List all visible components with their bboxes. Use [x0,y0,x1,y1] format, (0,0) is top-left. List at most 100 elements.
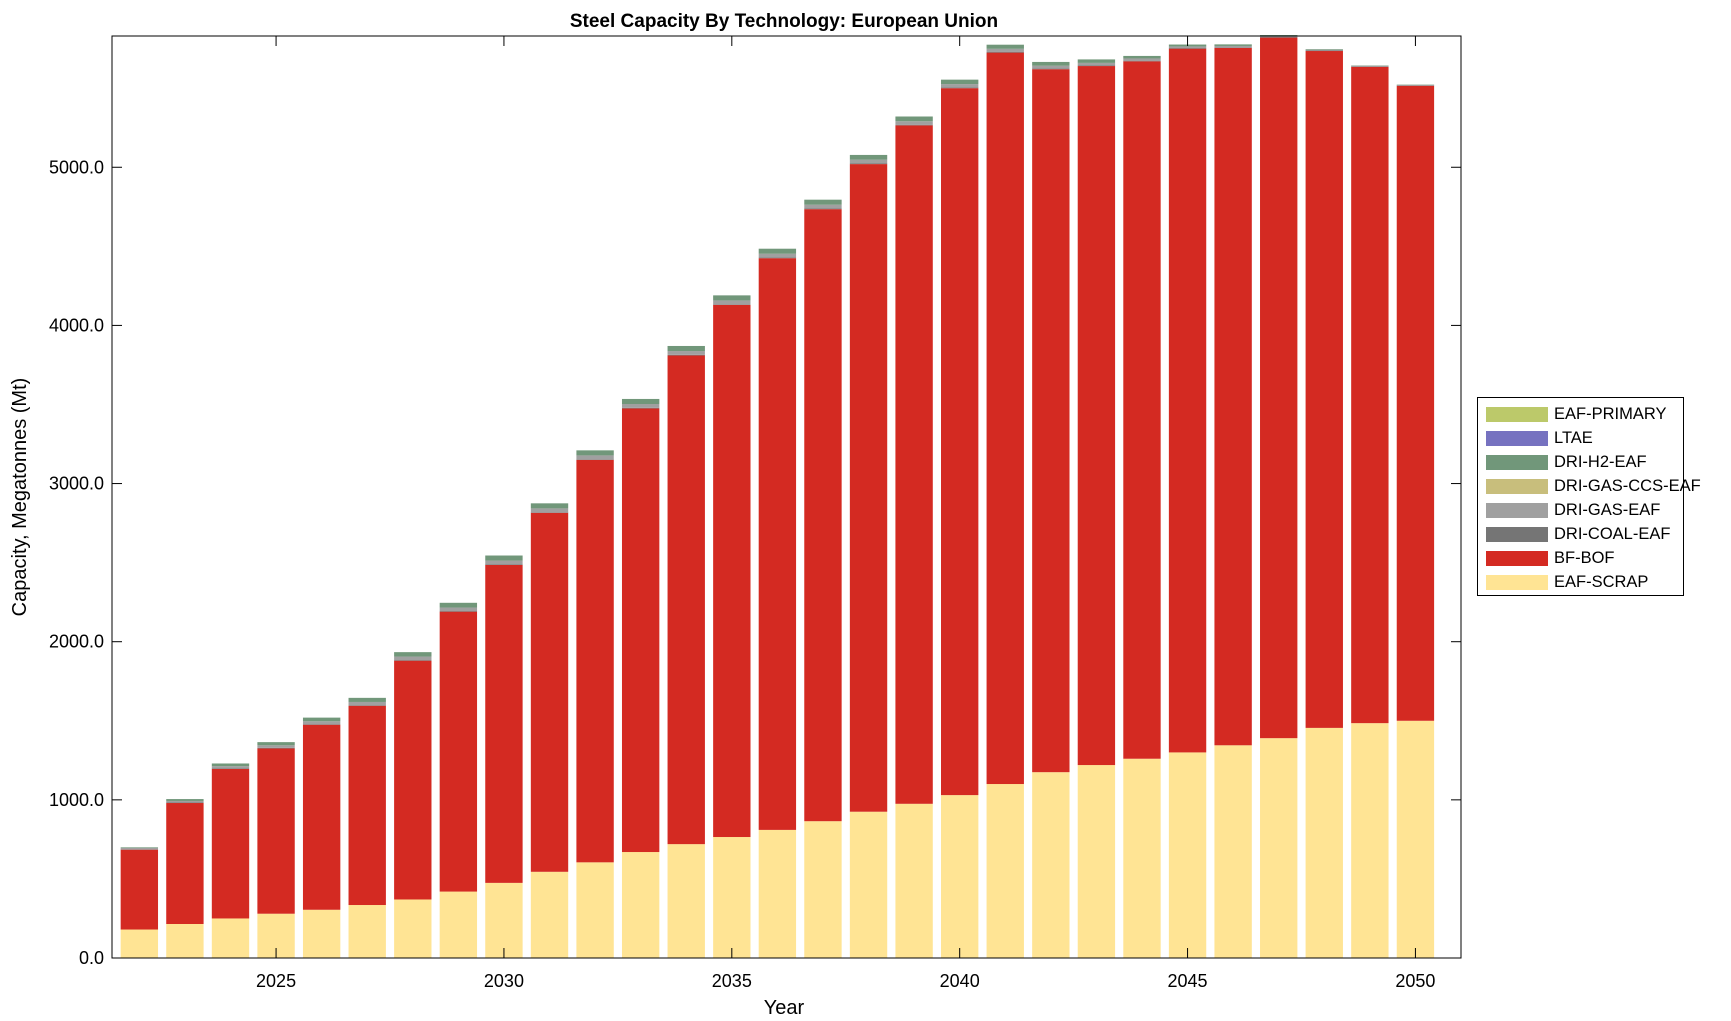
bar-segment-eaf-scrap-2034 [667,844,705,958]
bar-segment-bf-bof-2043 [1077,66,1116,766]
bar-segment-dri-gas-eaf-2022 [120,847,159,850]
bar-segment-dri-gas-eaf-2039 [895,121,933,125]
bar-segment-dri-h2-eaf-2043 [1077,59,1116,63]
bar-segment-dri-h2-eaf-2022 [120,847,159,848]
bar-segment-dri-gas-eaf-2029 [439,607,478,612]
bar-segment-eaf-scrap-2049 [1351,723,1389,958]
bar-segment-dri-gas-eaf-2024 [211,766,250,769]
bar-segment-dri-h2-eaf-2041 [986,44,1024,49]
bar-segment-dri-gas-eaf-2044 [1123,58,1161,61]
bar-segment-bf-bof-2047 [1260,37,1298,739]
bar-segment-bf-bof-2029 [439,611,478,892]
legend-label: BF-BOF [1554,548,1615,567]
bar-segment-dri-coal-eaf-2034 [667,354,705,356]
legend-label: DRI-GAS-CCS-EAF [1554,476,1701,495]
legend-label: DRI-H2-EAF [1554,452,1647,471]
x-tick-label: 2025 [256,971,296,991]
legend-swatch [1486,502,1548,518]
legend-item-dri-h2-eaf: DRI-H2-EAF [1486,452,1647,472]
bar-segment-bf-bof-2042 [1032,69,1070,773]
y-axis-label: Capacity, Megatonnes (Mt) [9,378,31,617]
bar-segment-dri-coal-eaf-2035 [713,304,751,305]
bar-segment-dri-coal-eaf-2048 [1305,50,1343,52]
bar-segment-eaf-scrap-2026 [302,909,341,958]
bar-segment-bf-bof-2034 [667,355,705,845]
bar-segment-eaf-scrap-2036 [758,829,797,958]
bar-segment-eaf-scrap-2031 [530,871,569,958]
bar-segment-dri-h2-eaf-2031 [530,503,569,509]
bar-segment-dri-gas-eaf-2042 [1032,65,1070,69]
bar-segment-bf-bof-2033 [621,408,660,853]
legend-swatch [1486,430,1548,446]
bar-segment-bf-bof-2031 [530,512,569,872]
bar-segment-dri-coal-eaf-2044 [1123,60,1161,62]
bar-segment-eaf-scrap-2023 [166,924,204,958]
bar-segment-bf-bof-2023 [166,803,204,924]
bar-segment-eaf-scrap-2047 [1260,738,1298,958]
bar-segment-dri-coal-eaf-2026 [302,724,341,725]
bar-segment-bf-bof-2040 [941,88,979,796]
bar-segment-dri-gas-eaf-2033 [621,404,660,408]
bar-segment-dri-gas-eaf-2034 [667,351,705,355]
bar-segment-dri-gas-eaf-2037 [804,204,842,209]
bar-segment-dri-h2-eaf-2023 [166,799,204,801]
legend-item-eaf-primary: EAF-PRIMARY [1486,404,1666,424]
bar-segment-eaf-scrap-2044 [1123,758,1161,958]
bar-segment-bf-bof-2025 [257,748,295,914]
bar-segment-bf-bof-2038 [849,164,888,812]
bar-segment-dri-h2-eaf-2038 [849,154,888,160]
bar-segment-eaf-scrap-2035 [713,837,751,958]
bar-segment-bf-bof-2030 [485,565,523,883]
legend-swatch [1486,406,1548,422]
bar-segment-dri-h2-eaf-2028 [394,652,432,657]
legend-item-dri-gas-ccs-eaf: DRI-GAS-CCS-EAF [1486,476,1701,496]
bar-segment-bf-bof-2045 [1168,48,1207,753]
bar-segment-dri-h2-eaf-2044 [1123,55,1161,59]
bar-segment-dri-coal-eaf-2024 [211,768,250,770]
bar-segment-bf-bof-2036 [758,258,797,830]
y-tick-label: 3000.0 [49,474,104,494]
bar-segment-dri-h2-eaf-2025 [257,742,295,746]
bar-segment-dri-h2-eaf-2035 [713,295,751,301]
bar-segment-eaf-scrap-2037 [804,821,842,958]
legend-label: EAF-SCRAP [1554,572,1649,591]
bar-segment-dri-h2-eaf-2037 [804,199,842,205]
legend-label: DRI-COAL-EAF [1554,524,1671,543]
bar-segment-dri-coal-eaf-2027 [348,705,386,706]
bar-segment-dri-coal-eaf-2032 [576,459,614,460]
y-tick-label: 2000.0 [49,632,104,652]
bar-segment-bf-bof-2028 [394,660,432,900]
legend-swatch [1486,574,1548,590]
bar-segment-dri-h2-eaf-2048 [1305,49,1343,50]
bar-segment-eaf-scrap-2033 [621,852,660,958]
bar-segment-dri-h2-eaf-2030 [485,555,523,561]
legend-item-dri-coal-eaf: DRI-COAL-EAF [1486,524,1670,544]
plot-frame [111,35,1462,959]
x-axis: 2025 2030 2035 2040 2045 2050 [256,36,1435,991]
bar-segment-dri-coal-eaf-2036 [758,257,797,259]
bar-segment-eaf-scrap-2022 [120,929,159,958]
bar-segment-dri-gas-eaf-2043 [1077,62,1116,66]
bar-segment-dri-gas-eaf-2027 [348,701,386,706]
bar-segment-bf-bof-2022 [120,849,159,930]
bar-segment-bf-bof-2026 [302,724,341,910]
bar-segment-eaf-scrap-2040 [941,795,979,958]
bar-segment-bf-bof-2050 [1396,85,1435,721]
bar-segment-dri-gas-eaf-2041 [986,48,1024,52]
bar-segment-dri-gas-eaf-2048 [1305,49,1343,51]
bar-segment-eaf-scrap-2050 [1396,720,1435,958]
bar-segment-dri-coal-eaf-2042 [1032,68,1070,70]
bar-segment-eaf-scrap-2041 [986,784,1024,958]
bar-segment-eaf-scrap-2038 [849,811,888,958]
y-tick-label: 0.0 [79,948,104,968]
bar-segment-dri-h2-eaf-2046 [1214,44,1252,46]
x-tick-label: 2035 [712,971,752,991]
legend-item-dri-gas-eaf: DRI-GAS-EAF [1486,500,1660,520]
bar-segment-dri-gas-eaf-2032 [576,455,614,460]
bar-segment-bf-bof-2035 [713,304,751,838]
bar-segment-dri-h2-eaf-2024 [211,763,250,767]
bars [120,35,1435,958]
bar-segment-dri-coal-eaf-2031 [530,512,569,513]
bar-segment-dri-coal-eaf-2029 [439,611,478,612]
bar-segment-dri-h2-eaf-2029 [439,602,478,608]
